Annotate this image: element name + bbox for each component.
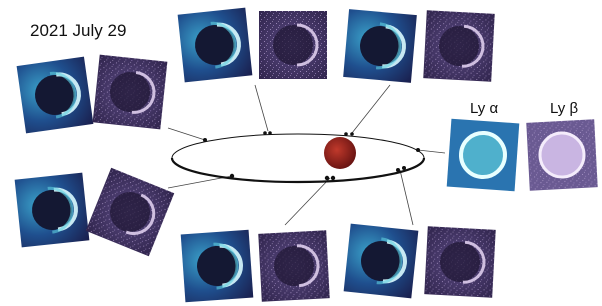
title: 2021 July 29 [30,21,126,40]
image-panel [17,57,94,134]
connector-lines [168,85,445,225]
image-panel [178,8,253,83]
image-panel [526,119,597,190]
image-panel [344,224,419,299]
image-panel [86,168,175,257]
image-panel [424,226,495,297]
image-panel [259,11,327,79]
image-panel [423,10,494,81]
label-ly-alpha: Ly α [470,100,498,117]
mars [324,137,356,169]
image-panel [93,55,168,130]
figure: 2021 July 29 Ly α Ly β [0,0,602,306]
image-panel [181,230,254,303]
label-ly-beta: Ly β [550,100,578,117]
image-panel [343,9,417,83]
orbit [172,131,424,182]
image-panel [447,119,520,192]
image-panel [15,173,90,248]
image-panel [258,230,329,301]
